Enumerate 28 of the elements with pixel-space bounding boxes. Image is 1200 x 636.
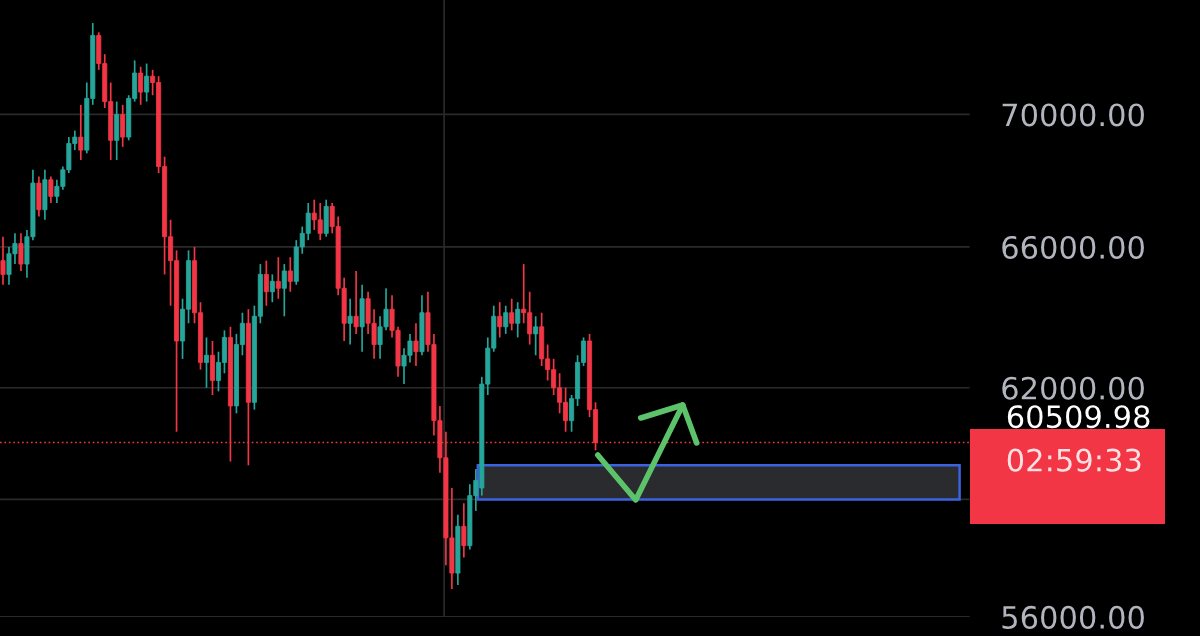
candlestick: [263, 259, 269, 307]
candlestick: [48, 175, 54, 204]
candlestick: [509, 297, 515, 332]
candlestick: [503, 304, 509, 335]
candlestick: [203, 336, 209, 389]
candlestick: [138, 65, 144, 106]
candlestick: [120, 103, 126, 148]
y-tick-label: 66000.00: [1002, 235, 1144, 259]
y-tick-label: 56000.00: [1002, 605, 1144, 629]
candlestick: [281, 263, 287, 318]
y-tick-label: 62000.00: [1002, 376, 1144, 400]
candlestick: [461, 502, 467, 559]
ref-line-label: 60509.98: [1007, 405, 1150, 429]
candlestick: [497, 301, 503, 339]
candlestick: [287, 256, 293, 293]
candlestick: [144, 62, 150, 103]
y-tick-label: 70000.00: [1002, 103, 1144, 127]
candlestick: [353, 270, 359, 335]
text: 02:59:33: [1007, 448, 1141, 472]
candlestick: [0, 235, 6, 286]
candlestick: [78, 103, 84, 161]
candlestick: [18, 232, 24, 272]
candlestick: [269, 273, 275, 304]
candlestick: [515, 301, 521, 339]
candlestick: [275, 256, 281, 300]
candlestick: [533, 315, 539, 357]
candlestick: [347, 297, 353, 346]
candlestick: [413, 322, 419, 367]
